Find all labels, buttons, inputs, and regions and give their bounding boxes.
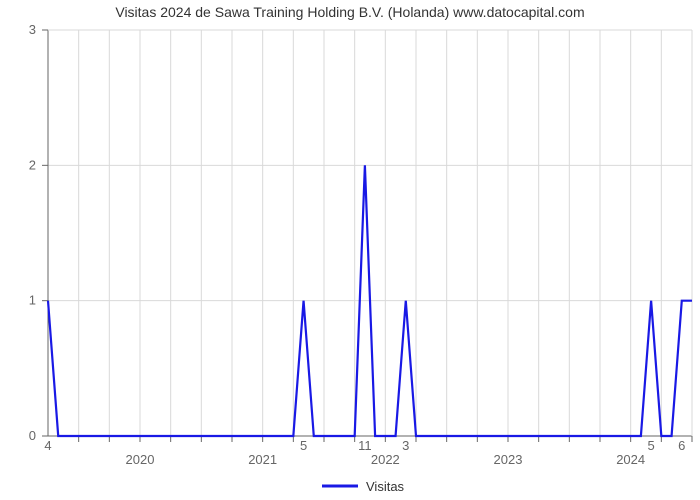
value-annotation: 4 <box>44 438 51 453</box>
x-year-label: 2024 <box>616 452 645 467</box>
value-annotations: 4 5 11 3 5 6 <box>44 438 685 453</box>
value-annotation: 5 <box>647 438 654 453</box>
legend-label: Visitas <box>366 479 405 494</box>
value-annotation: 5 <box>300 438 307 453</box>
x-year-label: 2020 <box>126 452 155 467</box>
value-annotation: 3 <box>402 438 409 453</box>
legend: Visitas <box>322 479 405 494</box>
x-year-label: 2023 <box>494 452 523 467</box>
value-annotation: 11 <box>358 438 372 453</box>
x-tick-labels: 2020 2021 2022 2023 2024 <box>126 452 646 467</box>
y-tick-labels: 0 1 2 3 <box>29 22 36 443</box>
grid-vertical <box>79 30 692 442</box>
y-tick-label: 3 <box>29 22 36 37</box>
y-tick-label: 1 <box>29 293 36 308</box>
axes <box>48 30 692 436</box>
y-tick-label: 0 <box>29 428 36 443</box>
chart-title: Visitas 2024 de Sawa Training Holding B.… <box>0 4 700 20</box>
x-year-label: 2021 <box>248 452 277 467</box>
x-year-label: 2022 <box>371 452 400 467</box>
y-tick-label: 2 <box>29 157 36 172</box>
line-chart: 0 1 2 3 2020 2021 2022 2023 2024 4 5 11 3 5 6 Visita… <box>0 0 700 500</box>
value-annotation: 6 <box>678 438 685 453</box>
